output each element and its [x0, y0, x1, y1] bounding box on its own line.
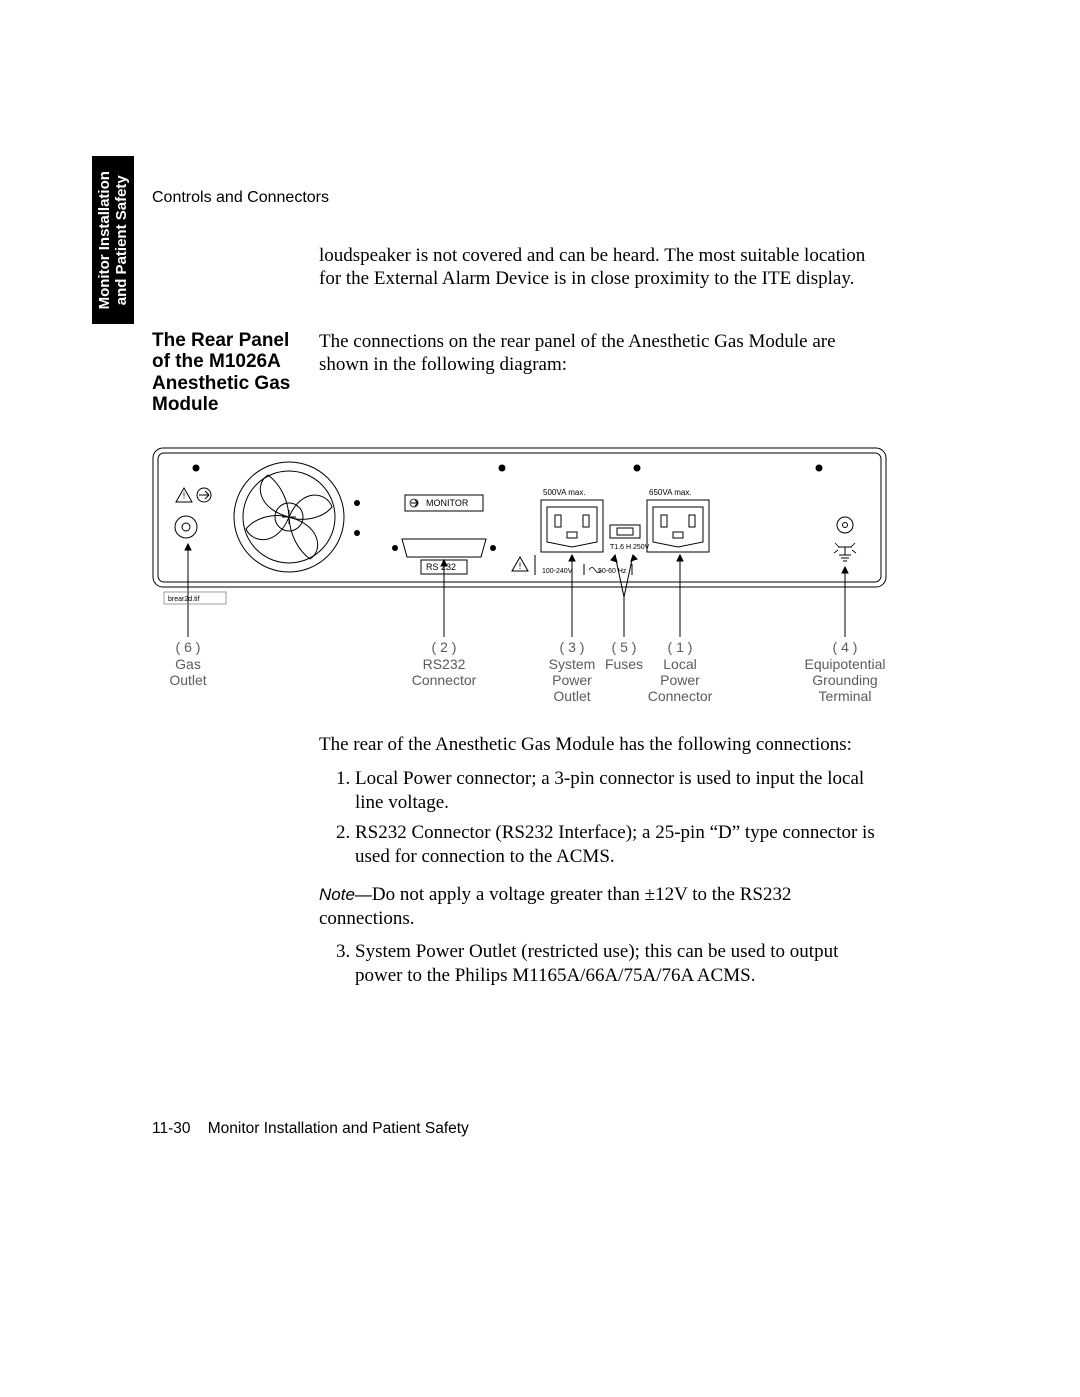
- callout-6-l1: Gas: [175, 656, 201, 672]
- callout-1-l1: Local: [663, 656, 696, 672]
- volt-range: 100-240V: [542, 568, 573, 575]
- callout-1-num: ( 1 ): [668, 639, 693, 655]
- running-head: Controls and Connectors: [152, 189, 329, 207]
- note-paragraph: Note—Do not apply a voltage greater than…: [319, 883, 883, 931]
- callout-3-l1: System: [549, 656, 596, 672]
- callout-4-l3: Terminal: [819, 688, 872, 704]
- intro-paragraph: loudspeaker is not covered and can be he…: [319, 244, 883, 290]
- callout-2-l1: RS232: [423, 656, 466, 672]
- callout-3-l3: Outlet: [553, 688, 590, 704]
- side-tab-line2: and Patient Safety: [113, 175, 130, 305]
- fan-icon: [234, 462, 344, 572]
- svg-text:!: !: [519, 561, 522, 571]
- fuses-icon: T1.6 H 250V: [610, 525, 650, 551]
- callout-3-l2: Power: [552, 672, 592, 688]
- list-item: System Power Outlet (restricted use); th…: [355, 940, 883, 988]
- callout-2-num: ( 2 ): [432, 639, 457, 655]
- side-tab-text: Monitor Installation and Patient Safety: [96, 171, 131, 309]
- callout-4-l2: Grounding: [812, 672, 877, 688]
- connections-block: The rear of the Anesthetic Gas Module ha…: [319, 733, 883, 988]
- section-intro-text: The connections on the rear panel of the…: [319, 330, 883, 376]
- rear-panel-diagram: ! MONITOR RS 232 500VA m: [152, 447, 887, 720]
- note-label: Note—: [319, 885, 372, 904]
- callout-4-l1: Equipotential: [805, 656, 886, 672]
- local-power-icon: 650VA max.: [647, 488, 709, 552]
- page: Monitor Installation and Patient Safety …: [0, 0, 1080, 1397]
- connections-intro: The rear of the Anesthetic Gas Module ha…: [319, 733, 883, 757]
- callout-5-num: ( 5 ): [612, 639, 637, 655]
- list-item: Local Power connector; a 3-pin connector…: [355, 767, 883, 815]
- callout-1-l3: Connector: [648, 688, 713, 704]
- monitor-label: MONITOR: [426, 498, 469, 508]
- callout-5-l1: Fuses: [605, 656, 643, 672]
- callout-1-l2: Power: [660, 672, 700, 688]
- callout-4-num: ( 4 ): [833, 639, 858, 655]
- loc-va-label: 650VA max.: [649, 488, 692, 497]
- gas-outlet-icon: !: [175, 488, 211, 538]
- callout-2-l2: Connector: [412, 672, 477, 688]
- svg-text:!: !: [183, 491, 186, 501]
- callout-6-num: ( 6 ): [176, 639, 201, 655]
- rs232-label: RS 232: [426, 562, 456, 572]
- footer-page-number: 11-30: [152, 1120, 191, 1137]
- section-heading: The Rear Panel of the M1026A Anesthetic …: [152, 330, 302, 415]
- list-item: RS232 Connector (RS232 Interface); a 25-…: [355, 821, 883, 869]
- sys-va-label: 500VA max.: [543, 488, 586, 497]
- fuse-spec: T1.6 H 250V: [610, 544, 650, 551]
- diagram-file-label: brear2d.tif: [168, 596, 200, 603]
- freq-range: 50-60 Hz: [598, 568, 627, 575]
- callout-6-l2: Outlet: [169, 672, 206, 688]
- footer-title: Monitor Installation and Patient Safety: [208, 1120, 469, 1137]
- equipotential-icon: [834, 517, 856, 561]
- side-tab-line1: Monitor Installation: [96, 171, 113, 309]
- page-footer: 11-30 Monitor Installation and Patient S…: [152, 1120, 469, 1138]
- callout-3-num: ( 3 ): [560, 639, 585, 655]
- side-tab: Monitor Installation and Patient Safety: [92, 156, 134, 324]
- note-text: Do not apply a voltage greater than ±12V…: [319, 884, 791, 929]
